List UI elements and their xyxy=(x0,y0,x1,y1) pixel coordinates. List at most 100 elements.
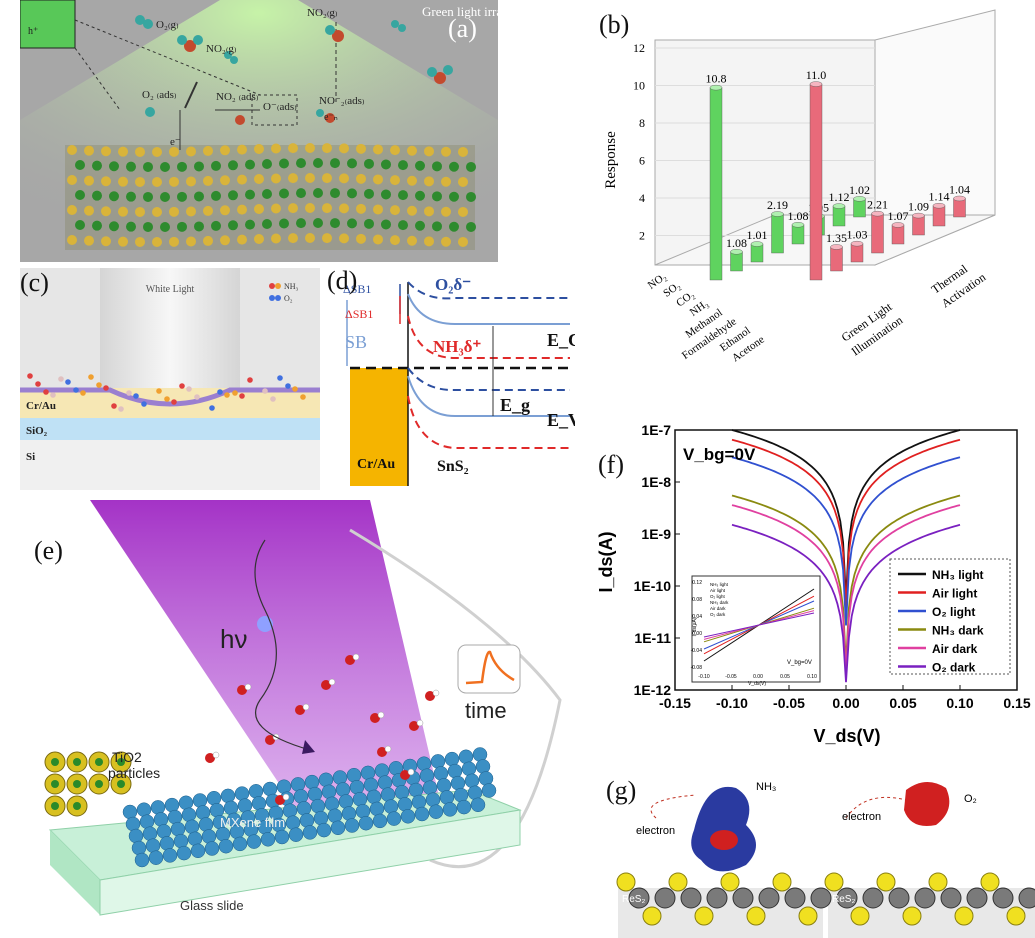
lattice-atom xyxy=(373,144,383,155)
mxene-atom xyxy=(447,763,463,779)
res2-label-left: ReS₂ xyxy=(622,894,645,905)
inset-x-tick: -0.10 xyxy=(698,674,710,680)
lattice-atom xyxy=(441,176,451,187)
base-conduction-band xyxy=(407,293,570,325)
lattice-atom xyxy=(466,221,476,232)
y-tick-label: 1E-12 xyxy=(634,682,672,698)
mxene-atom xyxy=(232,836,248,852)
nh3-label: NH₃δ⁺ xyxy=(433,337,481,356)
lattice-atom xyxy=(364,218,374,229)
mxene-atom xyxy=(439,790,455,805)
glass-slide-label: Glass slide xyxy=(180,898,244,913)
mxene-atom xyxy=(167,809,183,825)
inset-x-label: V_ds(V) xyxy=(748,681,766,687)
mxene-atom xyxy=(176,845,192,861)
mxene-atom xyxy=(374,763,390,778)
lattice-atom xyxy=(407,205,417,216)
sulfur-atom xyxy=(876,872,896,892)
lattice-atom xyxy=(237,174,247,185)
lattice-atom xyxy=(373,174,383,185)
lattice-atom xyxy=(424,206,434,217)
panel-d: ΔSB1 ΔSB1 SB O₂δ⁻ NH₃δ⁺ E_C E_V E_g Cr/A… xyxy=(325,266,575,498)
adsorbed-molecule xyxy=(217,389,223,395)
panel-g-label: (g) xyxy=(606,776,637,805)
sulfur-atom xyxy=(642,906,662,926)
mxene-atom xyxy=(470,797,486,813)
photon-path xyxy=(254,539,311,751)
metal-block xyxy=(350,368,408,486)
gas-molecule xyxy=(265,735,275,745)
lattice-atom xyxy=(339,143,349,154)
lattice-atom xyxy=(220,145,230,156)
nh3-valence-band xyxy=(407,395,570,449)
mxene-atom xyxy=(419,768,435,783)
mxene-atom xyxy=(341,806,357,821)
y-tick-label: 12 xyxy=(633,41,645,55)
o2-conduction-band xyxy=(407,281,570,300)
panel-c-illustration: White Light NH₃ O₂ Cr/Au SiO₂ Si xyxy=(20,268,320,490)
rhenium-atom xyxy=(966,887,988,909)
lattice-atom xyxy=(194,221,204,232)
bar-value-label: 1.02 xyxy=(849,183,870,197)
inset-line xyxy=(703,612,815,638)
bar-value-label: 1.09 xyxy=(908,200,929,214)
panel-g-illustration: NH₃ O₂ electron electron ReS₂ ReS₂ xyxy=(616,781,1035,938)
eg-label: E_g xyxy=(500,395,530,415)
lattice-atom xyxy=(322,203,332,214)
mxene-atom xyxy=(276,779,292,794)
lattice-atom xyxy=(288,173,298,184)
electron-label-right: electron xyxy=(842,811,881,823)
lattice-atom xyxy=(118,236,128,247)
lattice-atom xyxy=(424,146,434,157)
adsorbed-molecule xyxy=(35,381,41,387)
lattice-atom xyxy=(169,176,179,187)
gas-molecules xyxy=(135,15,453,125)
inset-legend-entry: NH₃ dark xyxy=(710,600,729,605)
circuit-wire xyxy=(349,528,562,869)
inset-y-label: I_ds(μA) xyxy=(692,617,698,636)
iv-series-line xyxy=(731,456,961,626)
species-ominus: O⁻₍ads₎ xyxy=(263,101,297,113)
lattice-atom xyxy=(296,218,306,229)
inset-y-tick: 0.08 xyxy=(692,597,702,603)
adsorbed-molecule xyxy=(103,385,109,391)
rhenium-atom xyxy=(836,887,858,909)
mxene-atom xyxy=(150,800,166,815)
mxene-atom xyxy=(282,803,298,818)
adsorbed-molecule xyxy=(43,389,49,395)
lattice-atom xyxy=(305,143,315,154)
adsorbed-molecule xyxy=(118,406,124,412)
sulfur-atom xyxy=(668,872,688,892)
lattice-atom xyxy=(194,191,204,202)
lattice-atom xyxy=(126,161,136,172)
x-tick-label: 0.15 xyxy=(1003,695,1030,711)
mxene-atom xyxy=(360,765,376,781)
sulfur-atom xyxy=(720,872,740,892)
panel-c-label: (c) xyxy=(20,268,49,297)
gas-molecule xyxy=(409,721,419,731)
electron-arrow-right xyxy=(845,796,907,819)
gas-molecule xyxy=(275,795,285,805)
lattice-atom xyxy=(347,158,357,169)
white-light-label: White Light xyxy=(146,284,195,295)
mxene-atom xyxy=(125,816,141,832)
panel-e-label: (e) xyxy=(34,536,63,565)
mxene-atom xyxy=(181,807,197,823)
y-tick-label: 2 xyxy=(639,229,645,243)
gas-molecule xyxy=(345,655,355,665)
inset-y-tick: -0.08 xyxy=(691,665,703,671)
adsorbed-molecule xyxy=(133,393,139,399)
tio2-particle-core xyxy=(73,758,81,766)
mxene-atom xyxy=(288,827,304,842)
lattice-atom xyxy=(279,158,289,169)
sulfur-atom xyxy=(616,872,636,892)
mxene-atom xyxy=(307,786,323,802)
mxene-atom xyxy=(335,782,351,797)
bar-top xyxy=(850,240,864,247)
lattice-atom xyxy=(356,203,366,214)
o2-label: O₂δ⁻ xyxy=(435,275,471,294)
mxene-atom xyxy=(433,766,449,781)
lattice-atom xyxy=(254,203,264,214)
lattice-atom xyxy=(126,191,136,202)
ec-label: E_C xyxy=(547,330,575,350)
